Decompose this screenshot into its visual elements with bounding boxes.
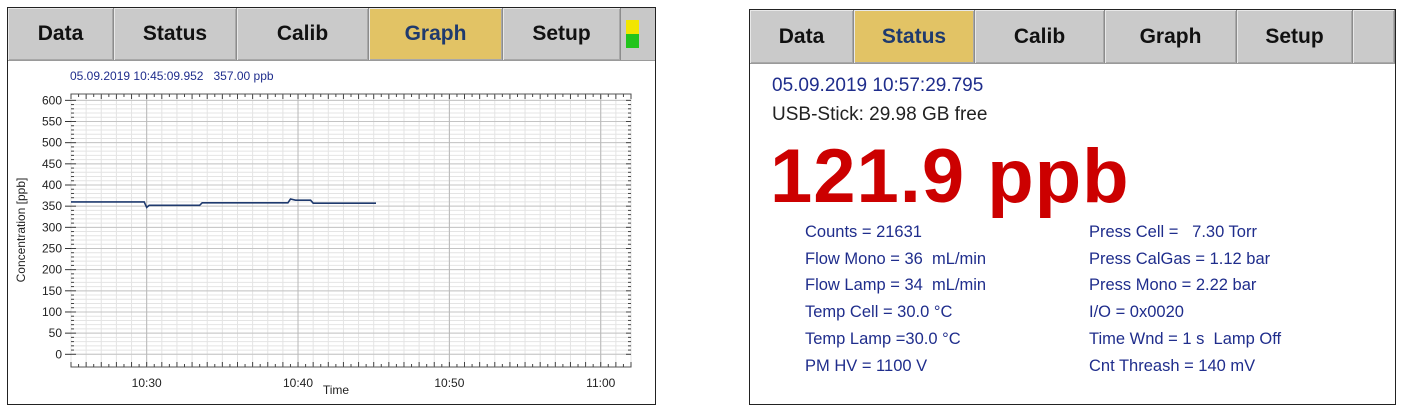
tab-data[interactable]: Data xyxy=(8,8,114,60)
concentration-series-line xyxy=(71,198,376,209)
param-flow-lamp: Flow Lamp = 34 mL/min xyxy=(805,276,987,294)
status-panel: Data Status Calib Graph Setup 05.09.2019… xyxy=(749,9,1396,405)
status-indicator-yellow xyxy=(626,20,639,34)
y-tick-label: 300 xyxy=(42,220,62,234)
param-temp-cell: Temp Cell = 30.0 °C xyxy=(805,303,953,321)
status-indicator-green xyxy=(626,34,639,48)
y-tick-label: 150 xyxy=(42,284,62,298)
y-axis-label: Concentration [ppb] xyxy=(14,178,28,283)
tab-blank xyxy=(1353,10,1395,63)
tab-status[interactable]: Status xyxy=(854,10,975,63)
y-tick-label: 0 xyxy=(55,347,62,361)
y-tick-label: 550 xyxy=(42,115,62,129)
y-tick-label: 450 xyxy=(42,157,62,171)
param-cnt-threash: Cnt Threash = 140 mV xyxy=(1089,357,1256,375)
param-io: I/O = 0x0020 xyxy=(1089,303,1184,321)
tab-setup[interactable]: Setup xyxy=(503,8,621,60)
y-tick-label: 400 xyxy=(42,178,62,192)
x-tick-label: 10:40 xyxy=(283,376,313,390)
x-axis-label: Time xyxy=(323,383,350,397)
param-temp-lamp: Temp Lamp =30.0 °C xyxy=(805,330,961,348)
y-tick-label: 100 xyxy=(42,305,62,319)
y-tick-label: 50 xyxy=(49,326,63,340)
usb-status: USB-Stick: 29.98 GB free xyxy=(772,104,988,125)
status-indicator xyxy=(621,8,644,60)
y-tick-label: 250 xyxy=(42,241,62,255)
graph-header-value: 357.00 ppb xyxy=(213,69,274,83)
param-counts: Counts = 21631 xyxy=(805,223,922,241)
tab-status[interactable]: Status xyxy=(114,8,237,60)
param-flow-mono: Flow Mono = 36 mL/min xyxy=(805,250,987,268)
graph-panel: Data Status Calib Graph Setup 05.09.2019… xyxy=(7,7,656,405)
param-press-mono: Press Mono = 2.22 bar xyxy=(1089,276,1257,294)
param-press-calgas: Press CalGas = 1.12 bar xyxy=(1089,250,1271,268)
tab-calib[interactable]: Calib xyxy=(237,8,369,60)
param-press-cell: Press Cell = 7.30 Torr xyxy=(1089,223,1257,241)
param-pm-hv: PM HV = 1100 V xyxy=(805,357,928,375)
tab-calib[interactable]: Calib xyxy=(975,10,1105,63)
status-timestamp: 05.09.2019 10:57:29.795 xyxy=(772,75,984,96)
x-tick-label: 10:50 xyxy=(434,376,464,390)
tab-graph[interactable]: Graph xyxy=(1105,10,1237,63)
x-tick-label: 11:00 xyxy=(586,376,615,390)
x-tick-label: 10:30 xyxy=(132,376,162,390)
left-tab-bar: Data Status Calib Graph Setup xyxy=(8,8,655,61)
graph-header: 05.09.2019 10:45:09.952 357.00 ppb xyxy=(70,69,274,83)
y-tick-label: 200 xyxy=(42,263,62,277)
right-tab-bar: Data Status Calib Graph Setup xyxy=(750,10,1395,64)
plot-area xyxy=(70,93,632,368)
tab-setup[interactable]: Setup xyxy=(1237,10,1353,63)
y-tick-label: 350 xyxy=(42,199,62,213)
tab-data[interactable]: Data xyxy=(750,10,854,63)
concentration-readout: 121.9 ppb xyxy=(770,134,1130,219)
y-tick-label: 500 xyxy=(42,136,62,150)
graph-header-timestamp: 05.09.2019 10:45:09.952 xyxy=(70,69,204,83)
param-time-wnd: Time Wnd = 1 s Lamp Off xyxy=(1089,330,1282,348)
tab-graph[interactable]: Graph xyxy=(369,8,503,60)
y-tick-label: 600 xyxy=(42,93,62,107)
